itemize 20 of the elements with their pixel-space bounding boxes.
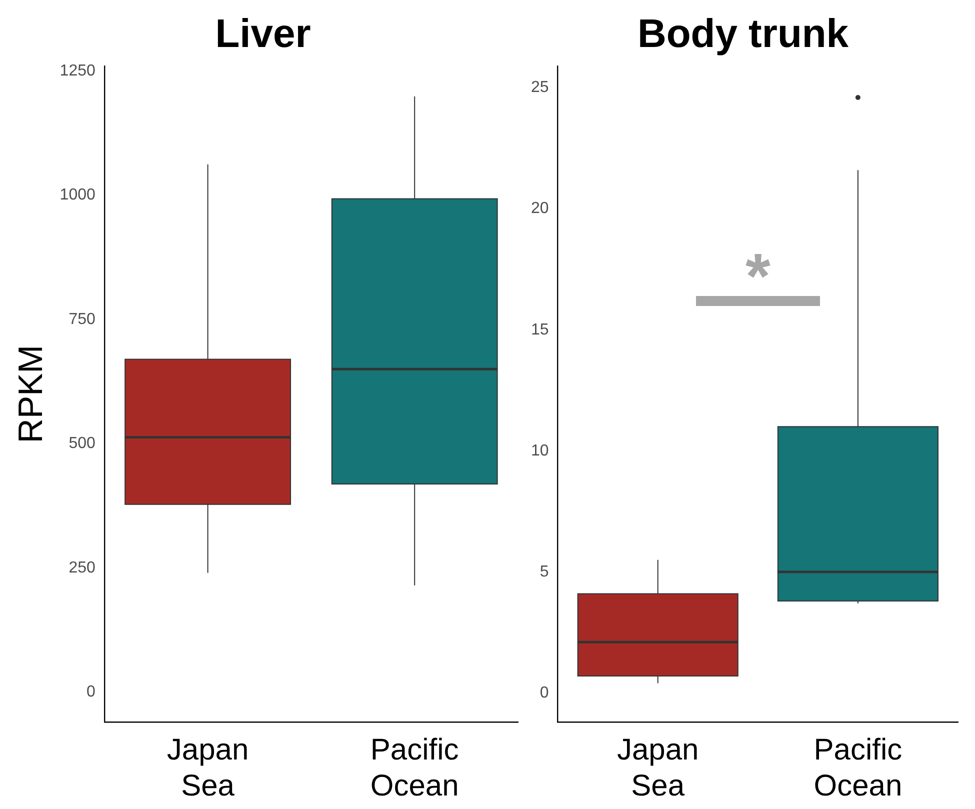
annotation: *	[744, 238, 772, 312]
y-tick-label: 10	[531, 442, 549, 460]
y-tick-label: 1000	[60, 186, 96, 204]
y-tick-label: 250	[68, 559, 96, 576]
y-tick-label: 25	[531, 79, 549, 96]
chart-title: Liver	[215, 12, 311, 56]
x-tick-label: Pacific Ocean	[370, 733, 459, 802]
y-tick-label: 15	[531, 321, 549, 338]
y-tick-label: 5	[540, 563, 549, 580]
y-tick-label: 20	[531, 200, 549, 218]
x-tick-label: Japan Sea	[166, 733, 249, 802]
chart-title: Body trunk	[637, 12, 850, 56]
y-axis-title: RPKM	[12, 344, 50, 444]
y-tick-label: 500	[68, 435, 96, 452]
x-tick-label: Japan Sea	[616, 733, 699, 802]
y-tick-label: 0	[540, 684, 549, 702]
x-tick-label: Pacific Ocean	[814, 733, 902, 802]
y-tick-label: 1250	[60, 62, 96, 80]
y-tick-label: 750	[68, 310, 96, 328]
y-tick-label: 0	[86, 684, 96, 701]
